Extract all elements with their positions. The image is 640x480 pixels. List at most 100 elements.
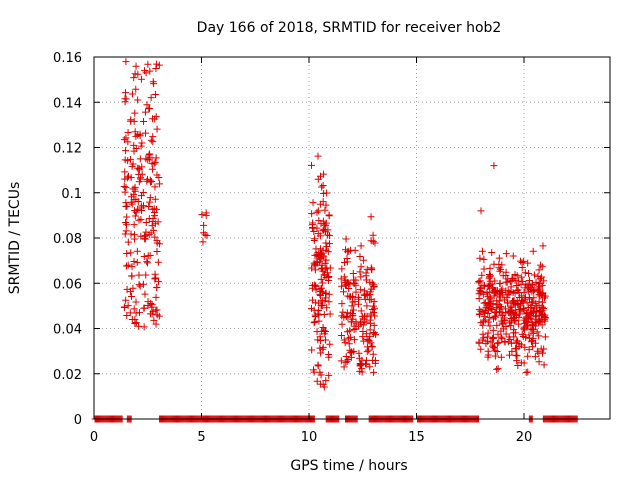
data-point: [123, 285, 131, 293]
data-point: [124, 138, 132, 146]
data-point: [143, 258, 151, 266]
data-point: [156, 180, 164, 188]
data-point: [136, 132, 144, 140]
data-point: [537, 261, 545, 269]
data-point: [495, 254, 503, 262]
data-point: [356, 367, 364, 375]
data-point: [521, 269, 529, 277]
data-point: [480, 265, 488, 273]
data-point: [477, 289, 485, 297]
data-point: [149, 78, 157, 86]
data-point: [314, 207, 322, 215]
data-point: [346, 280, 354, 288]
data-point: [355, 322, 363, 330]
data-point: [145, 151, 153, 159]
data-point: [505, 351, 513, 359]
data-point: [135, 271, 143, 279]
data-point: [521, 319, 529, 327]
data-point: [123, 249, 131, 257]
data-point: [134, 96, 142, 104]
data-point: [493, 321, 501, 329]
data-point: [132, 319, 140, 327]
data-point: [151, 275, 159, 283]
data-point: [154, 278, 162, 286]
data-point: [528, 280, 536, 288]
data-point: [325, 350, 333, 358]
data-point: [529, 247, 537, 255]
data-point: [480, 313, 488, 321]
data-point: [500, 316, 508, 324]
data-point: [518, 297, 526, 305]
data-point: [326, 340, 334, 348]
data-point: [316, 368, 324, 376]
data-point: [356, 286, 364, 294]
data-point: [311, 251, 319, 259]
data-point: [512, 351, 520, 359]
grid: [94, 57, 610, 419]
data-point: [130, 207, 138, 215]
data-point: [340, 288, 348, 296]
data-point: [342, 358, 350, 366]
data-point: [363, 348, 371, 356]
data-point: [498, 334, 506, 342]
data-point: [513, 311, 521, 319]
data-point: [311, 311, 319, 319]
data-point: [529, 334, 537, 342]
y-tick-label: 0.1: [61, 187, 82, 202]
data-point: [349, 298, 357, 306]
data-point: [341, 339, 349, 347]
data-point: [148, 115, 156, 123]
data-point: [338, 332, 346, 340]
data-point: [314, 230, 322, 238]
data-point: [152, 91, 160, 99]
data-point: [531, 353, 539, 361]
data-point: [340, 363, 348, 371]
data-point: [337, 275, 345, 283]
data-point: [495, 339, 503, 347]
data-point: [137, 215, 145, 223]
data-point: [512, 339, 520, 347]
data-point: [321, 206, 329, 214]
data-point: [132, 208, 140, 216]
data-point: [345, 334, 353, 342]
data-point: [135, 216, 143, 224]
data-point: [131, 128, 139, 136]
data-point: [307, 161, 315, 169]
data-point: [485, 274, 493, 282]
data-point: [530, 294, 538, 302]
data-point: [314, 362, 322, 370]
data-point: [476, 285, 484, 293]
data-point: [313, 328, 321, 336]
data-point: [354, 293, 362, 301]
axis-ticks: 0 0.02 0.04 0.06 0.08 0.1 0.12 0.14 0.16 0 5 10 15 20: [53, 51, 610, 445]
data-point: [532, 307, 540, 315]
data-point: [320, 226, 328, 234]
data-point: [355, 349, 363, 357]
data-point: [514, 361, 522, 369]
data-point: [538, 291, 546, 299]
data-point: [480, 281, 488, 289]
data-point: [317, 275, 325, 283]
data-point: [524, 259, 532, 267]
data-point: [487, 338, 495, 346]
data-point: [535, 332, 543, 340]
data-point: [536, 308, 544, 316]
data-point: [528, 301, 536, 309]
data-point: [343, 309, 351, 317]
data-point: [515, 320, 523, 328]
data-point: [529, 298, 537, 306]
data-point: [537, 311, 545, 319]
data-point: [153, 247, 161, 255]
data-point: [199, 238, 207, 246]
data-point: [481, 308, 489, 316]
data-point: [523, 299, 531, 307]
data-point: [124, 128, 132, 136]
data-point: [132, 132, 140, 140]
data-point: [502, 250, 510, 258]
data-point: [524, 352, 532, 360]
data-point: [325, 290, 333, 298]
data-point: [502, 330, 510, 338]
y-tick-label: 0.02: [53, 368, 82, 383]
data-point: [368, 279, 376, 287]
data-point: [320, 190, 328, 198]
